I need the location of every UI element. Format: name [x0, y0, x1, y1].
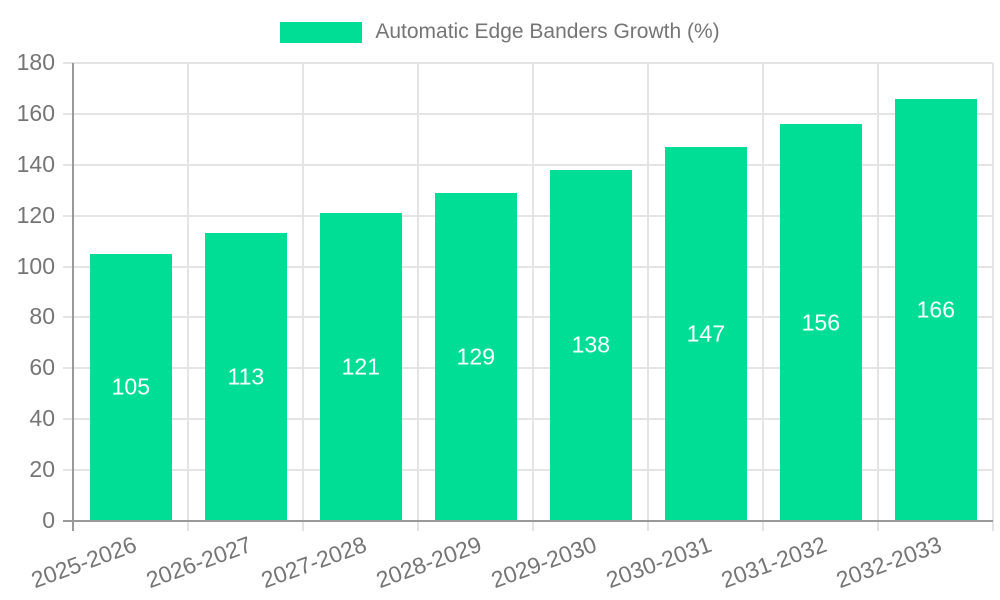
bar: 105 — [90, 253, 172, 521]
y-axis-tick-label: 140 — [16, 150, 55, 177]
bar-value-label: 156 — [801, 309, 841, 336]
x-axis-line — [63, 520, 993, 522]
x-axis-tick-label: 2025-2026 — [27, 531, 140, 594]
y-axis-tick-label: 100 — [16, 252, 55, 279]
y-axis-tick-label: 60 — [29, 354, 55, 381]
x-gridline — [417, 63, 419, 531]
y-axis-tick-label: 80 — [29, 303, 55, 330]
y-axis-tick-label: 180 — [16, 49, 55, 75]
x-axis-tick-label: 2029-2030 — [487, 531, 600, 594]
bar: 121 — [320, 213, 402, 521]
y-gridline — [63, 316, 993, 319]
x-gridline — [647, 63, 649, 531]
bar-value-label: 105 — [111, 373, 151, 400]
y-gridline — [63, 469, 993, 472]
y-gridline — [63, 265, 993, 268]
legend-label: Automatic Edge Banders Growth (%) — [375, 20, 720, 43]
bar: 156 — [780, 124, 862, 521]
y-axis-tick-label: 0 — [42, 507, 55, 533]
bar-value-label: 113 — [227, 363, 265, 390]
y-gridline — [63, 214, 993, 217]
x-gridline — [762, 63, 764, 531]
legend-swatch — [280, 21, 363, 43]
bar-value-label: 129 — [456, 343, 496, 370]
x-gridline — [532, 63, 534, 531]
y-gridline — [63, 367, 993, 370]
bar-value-label: 147 — [686, 320, 726, 347]
y-gridline — [63, 62, 993, 64]
bar: 113 — [205, 233, 287, 521]
chart-legend: Automatic Edge Banders Growth (%) — [0, 20, 1000, 44]
x-gridline — [187, 63, 189, 531]
x-axis-tick-label: 2032-2033 — [832, 531, 945, 594]
bar-value-label: 121 — [341, 353, 381, 380]
x-gridline — [877, 63, 879, 531]
plot-area: 0 20 40 60 80 100 120 140 160 180 105 113 121 129 138 1… — [17, 49, 994, 593]
y-axis-line — [72, 63, 74, 531]
bar: 138 — [550, 169, 632, 521]
y-axis-tick-label: 40 — [29, 405, 55, 432]
y-gridline — [63, 112, 993, 115]
y-axis-tick-label: 120 — [16, 201, 55, 228]
x-axis-tick-label: 2030-2031 — [602, 531, 715, 594]
x-gridline — [992, 63, 994, 531]
x-gridline — [302, 63, 304, 531]
y-axis-tick-label: 20 — [29, 456, 55, 483]
y-gridline — [63, 163, 993, 166]
bar-value-label: 166 — [916, 296, 956, 323]
bar: 129 — [435, 192, 517, 521]
x-axis-tick-label: 2027-2028 — [257, 531, 370, 594]
x-axis-tick-label: 2031-2032 — [717, 531, 830, 594]
bar: 147 — [665, 146, 747, 521]
y-gridline — [63, 418, 993, 421]
x-axis-tick-label: 2028-2029 — [372, 531, 485, 594]
bar-value-label: 138 — [571, 331, 611, 358]
bar: 166 — [895, 98, 977, 521]
y-axis-tick-label: 160 — [16, 99, 55, 126]
x-axis-tick-label: 2026-2027 — [142, 531, 255, 594]
